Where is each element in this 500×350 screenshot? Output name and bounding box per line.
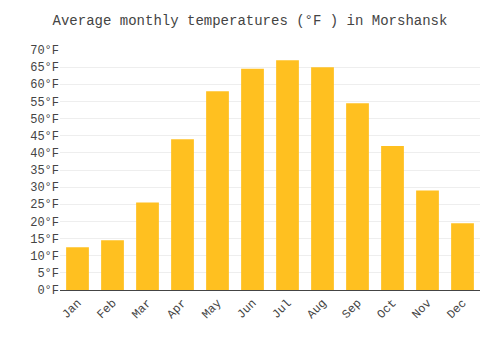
svg-text:Jun: Jun (234, 297, 259, 322)
svg-text:Jul: Jul (269, 297, 294, 322)
svg-text:0°F: 0°F (37, 284, 59, 298)
svg-text:25°F: 25°F (30, 198, 59, 212)
svg-text:Nov: Nov (409, 297, 434, 322)
svg-text:15°F: 15°F (30, 233, 59, 247)
svg-text:Aug: Aug (304, 297, 329, 322)
svg-text:40°F: 40°F (30, 147, 59, 161)
svg-text:Dec: Dec (444, 297, 469, 322)
svg-text:50°F: 50°F (30, 113, 59, 127)
svg-text:30°F: 30°F (30, 181, 59, 195)
svg-text:Sep: Sep (339, 297, 364, 322)
svg-text:70°F: 70°F (30, 44, 59, 58)
svg-text:Jan: Jan (59, 297, 84, 322)
svg-text:65°F: 65°F (30, 61, 59, 75)
svg-text:Feb: Feb (94, 297, 119, 322)
svg-text:Average monthly temperatures (: Average monthly temperatures (°F ) in Mo… (53, 13, 448, 29)
svg-text:35°F: 35°F (30, 164, 59, 178)
svg-text:May: May (199, 297, 224, 322)
svg-text:60°F: 60°F (30, 78, 59, 92)
svg-text:20°F: 20°F (30, 216, 59, 230)
svg-text:Mar: Mar (129, 297, 154, 322)
svg-text:55°F: 55°F (30, 96, 59, 110)
svg-text:45°F: 45°F (30, 130, 59, 144)
svg-text:10°F: 10°F (30, 250, 59, 264)
svg-text:Oct: Oct (374, 297, 399, 322)
svg-text:5°F: 5°F (37, 267, 59, 281)
svg-text:Apr: Apr (164, 297, 189, 322)
